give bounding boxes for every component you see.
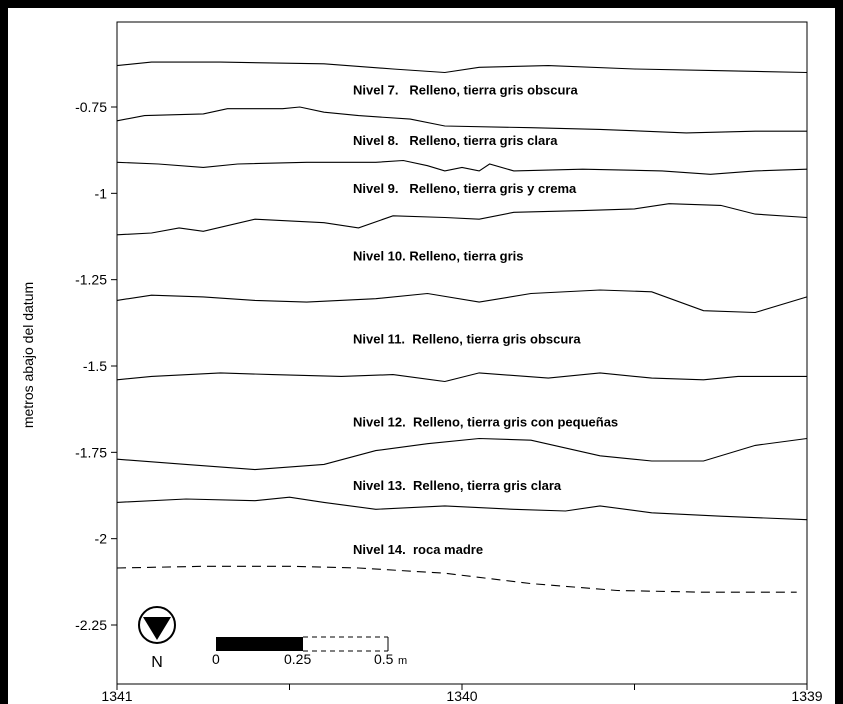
- y-axis: -0.75 -1 -1.25 -1.5 -1.75 -2 -2.25: [75, 99, 117, 633]
- layer-label: Nivel 14. roca madre: [353, 542, 483, 557]
- north-arrow: N: [138, 606, 176, 671]
- north-label: N: [151, 654, 163, 671]
- y-tick-label: -1.75: [75, 444, 107, 460]
- scale-label-05: 0.5: [374, 651, 394, 667]
- x-tick-label: 1341: [101, 688, 132, 704]
- y-tick-label: -2.25: [75, 617, 107, 633]
- layer-label: Nivel 9. Relleno, tierra gris y crema: [353, 181, 577, 196]
- boundary-line-6: [116, 372, 807, 383]
- layer-label: Nivel 10. Relleno, tierra gris: [353, 248, 524, 263]
- boundary-line-9: [116, 565, 797, 593]
- scale-label-025: 0.25: [284, 651, 311, 667]
- boundary-line-1: [116, 61, 808, 74]
- boundary-line-8: [116, 496, 808, 521]
- x-tick-label: 1340: [446, 688, 477, 704]
- layer-labels: Nivel 7. Relleno, tierra gris obscura Niv…: [353, 83, 618, 557]
- y-tick-label: -2: [95, 531, 108, 547]
- x-axis: 1341 1340 1339: [101, 684, 823, 704]
- layer-label: Nivel 13. Relleno, tierra gris clara: [353, 478, 562, 493]
- boundary-line-7: [116, 437, 808, 471]
- scale-bar-filled: [216, 637, 303, 651]
- y-tick-label: -0.75: [75, 99, 107, 115]
- y-axis-title: metros abajo del datum: [20, 282, 36, 428]
- y-tick-label: -1.5: [83, 358, 107, 374]
- y-tick-label: -1.25: [75, 272, 107, 288]
- boundary-lines: [116, 61, 808, 593]
- scale-unit: m: [398, 655, 407, 667]
- scale-label-0: 0: [212, 651, 220, 667]
- x-tick-label: 1339: [791, 688, 822, 704]
- plot-area: [116, 21, 808, 685]
- layer-label: Nivel 8. Relleno, tierra gris clara: [353, 133, 558, 148]
- boundary-line-4: [116, 203, 808, 236]
- scale-bar: 0 0.25 0.5 m: [212, 636, 407, 667]
- boundary-line-2: [116, 106, 807, 134]
- layer-label: Nivel 12. Relleno, tierra gris con peque…: [353, 414, 618, 429]
- layer-label: Nivel 7. Relleno, tierra gris obscura: [353, 83, 578, 98]
- boundary-line-5: [116, 289, 808, 314]
- y-tick-label: -1: [95, 185, 108, 201]
- north-arrow-triangle-icon: [143, 617, 171, 640]
- boundary-line-3: [116, 159, 808, 175]
- layer-label: Nivel 11. Relleno, tierra gris obscura: [353, 331, 581, 346]
